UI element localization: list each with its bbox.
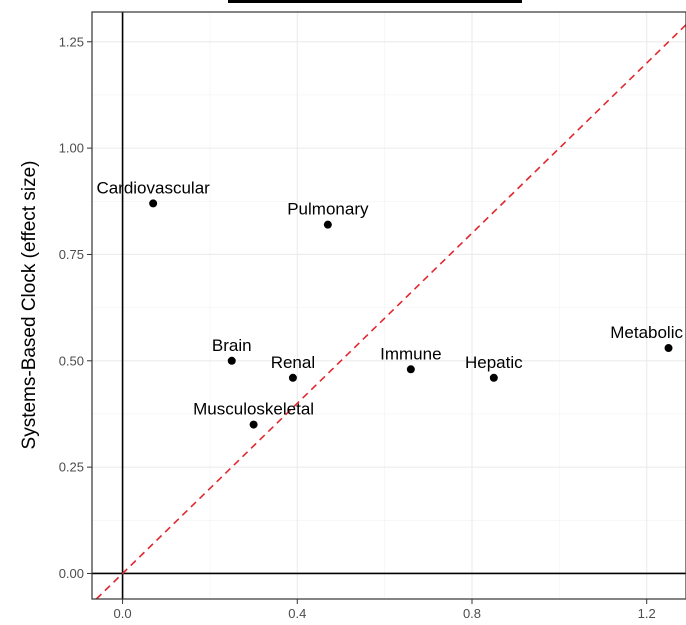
point-label: Musculoskeletal xyxy=(193,400,314,419)
data-point xyxy=(288,373,297,382)
point-label: Cardiovascular xyxy=(96,178,210,197)
x-tick-label: 0.0 xyxy=(114,606,132,621)
data-point xyxy=(149,199,158,208)
point-label: Immune xyxy=(380,344,441,363)
plot-panel xyxy=(92,12,686,599)
identity-line xyxy=(95,24,686,600)
data-point xyxy=(227,356,236,365)
title-underline xyxy=(228,0,522,3)
data-points: Cardiovascular Pulmonary Brain Renal Musculo… xyxy=(96,178,683,429)
point-label: Pulmonary xyxy=(287,200,369,219)
y-tick-label: 0.25 xyxy=(59,460,84,475)
axes: 0.0 0.4 0.8 1.2 0.00 0.25 0.50 0.75 1.00 1.25 xyxy=(59,34,656,621)
x-tick-label: 0.4 xyxy=(288,606,306,621)
y-axis-title: Systems-Based Clock (effect size) xyxy=(19,161,40,450)
y-tick-label: 1.25 xyxy=(59,34,84,49)
y-tick-label: 0.75 xyxy=(59,247,84,262)
y-tick-label: 1.00 xyxy=(59,141,84,156)
data-point xyxy=(249,420,258,429)
y-tick-label: 0.50 xyxy=(59,353,84,368)
point-label: Brain xyxy=(212,336,252,355)
point-label: Metabolic xyxy=(610,323,683,342)
reference-lines xyxy=(92,12,686,600)
point-label: Hepatic xyxy=(465,353,523,372)
data-point xyxy=(323,220,332,229)
data-point xyxy=(664,344,673,353)
data-point xyxy=(489,373,498,382)
y-tick-label: 0.00 xyxy=(59,566,84,581)
plot-border xyxy=(91,11,686,600)
data-point xyxy=(406,365,415,374)
point-label: Renal xyxy=(271,353,315,372)
x-tick-label: 1.2 xyxy=(638,606,656,621)
x-tick-label: 0.8 xyxy=(463,606,481,621)
